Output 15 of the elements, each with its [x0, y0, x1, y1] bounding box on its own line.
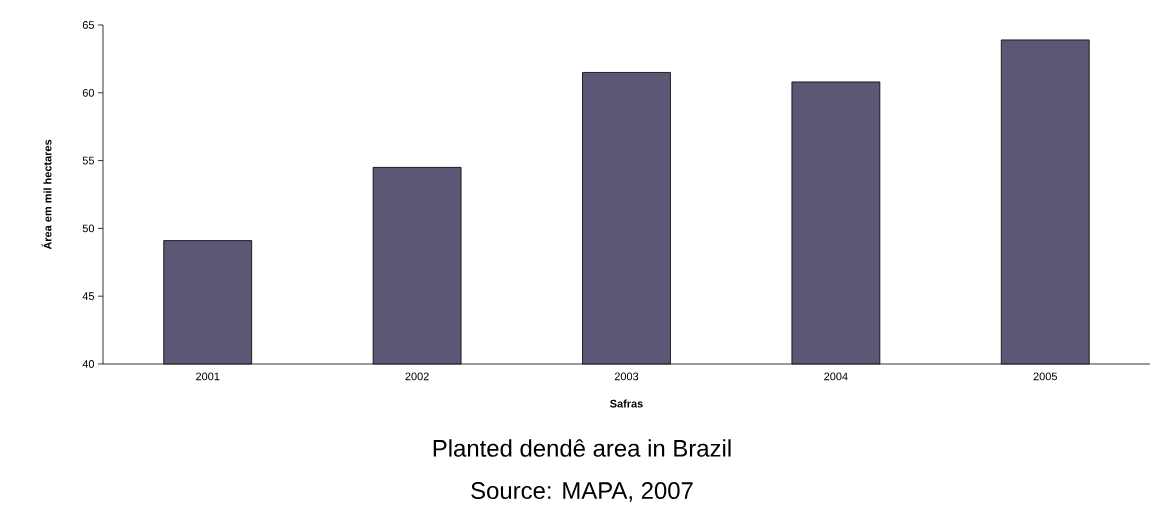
- y-tick-label: 55: [82, 156, 95, 165]
- y-tick-label: 50: [82, 224, 95, 233]
- y-tick-label: 65: [82, 21, 95, 29]
- x-tick-label: 2004: [824, 372, 848, 381]
- y-tick-label: 60: [82, 88, 95, 97]
- x-tick-label: 2003: [614, 372, 639, 381]
- x-tick-label: 2002: [405, 372, 429, 381]
- x-tick-label: 2005: [1033, 372, 1057, 381]
- y-axis-title: Área em mil hectares: [41, 139, 52, 250]
- source-note: Source: MAPA, 2007: [471, 482, 693, 502]
- x-tick-label: 2001: [196, 372, 220, 381]
- y-tick-label: 40: [82, 360, 95, 368]
- x-axis-title: Safras: [610, 399, 643, 408]
- y-tick-label: 45: [82, 292, 95, 301]
- text: Planted dendê area in Brazil: [433, 439, 731, 457]
